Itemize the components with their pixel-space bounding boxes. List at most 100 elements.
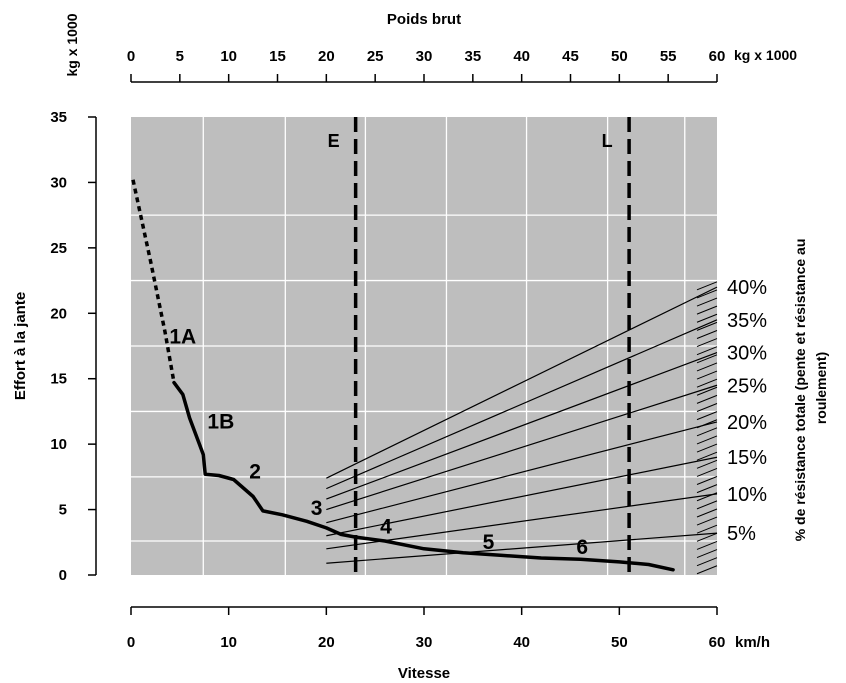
hatch-mark xyxy=(696,354,718,364)
top-tick-label: 10 xyxy=(220,48,237,65)
top-tick-label: 55 xyxy=(660,48,677,65)
bottom-tick-label: 50 xyxy=(611,634,628,651)
hatch-mark xyxy=(696,557,718,567)
hatch-mark xyxy=(696,281,718,291)
hatch-mark xyxy=(696,565,718,575)
bottom-tick-label: 20 xyxy=(318,634,335,651)
resistance-line xyxy=(326,319,718,490)
resistance-label: 5% xyxy=(727,523,756,545)
rimpull-curve xyxy=(131,179,675,572)
top-tick-label: 50 xyxy=(611,48,628,65)
left-tick-label: 15 xyxy=(50,371,67,388)
hatch-mark xyxy=(696,313,718,323)
bottom-tick-label: 0 xyxy=(127,634,135,651)
gear-label-2: 2 xyxy=(249,460,261,483)
resistance-label: 25% xyxy=(727,375,767,397)
hatch-mark xyxy=(696,394,718,404)
resistance-label: 15% xyxy=(727,447,767,469)
left-tick-label: 0 xyxy=(59,567,67,584)
bottom-tick-label: 40 xyxy=(513,634,530,651)
left-axis-unit: kg x 1000 xyxy=(64,13,80,76)
rimpull-curve-dashed xyxy=(131,179,176,383)
bottom-tick-label: 10 xyxy=(220,634,237,651)
top-tick-label: 30 xyxy=(416,48,433,65)
resistance-label: 20% xyxy=(727,412,767,434)
resistance-line xyxy=(326,351,718,500)
left-tick-label: 5 xyxy=(59,502,67,519)
hatch-mark xyxy=(696,427,718,437)
hatch-mark xyxy=(696,540,718,550)
resistance-line xyxy=(326,532,718,564)
hatch-mark xyxy=(696,451,718,461)
hatch-mark xyxy=(696,289,718,299)
left-tick-label: 30 xyxy=(50,174,67,191)
gear-label-3: 3 xyxy=(311,497,323,520)
top-tick-label: 15 xyxy=(269,48,286,65)
hatch-mark xyxy=(696,467,718,477)
hatch-mark xyxy=(696,459,718,469)
gear-label-4: 4 xyxy=(380,515,392,538)
resistance-line xyxy=(326,286,718,479)
left-tick-label: 25 xyxy=(50,240,67,257)
hatch-mark xyxy=(696,378,718,388)
gear-label-5: 5 xyxy=(483,531,495,554)
left-tick-label: 20 xyxy=(50,305,67,322)
top-tick-label: 60 xyxy=(709,48,726,65)
top-axis-unit: kg x 1000 xyxy=(734,47,797,63)
resistance-line xyxy=(326,421,718,524)
hatch-mark xyxy=(696,321,718,331)
resistance-line xyxy=(326,493,718,550)
left-tick-label: 35 xyxy=(50,109,67,126)
top-axis-title: Poids brut xyxy=(387,11,461,28)
top-tick-label: 20 xyxy=(318,48,335,65)
gear-label-1B: 1B xyxy=(207,411,234,434)
hatch-mark xyxy=(696,476,718,485)
resistance-label: 10% xyxy=(727,484,767,506)
hatch-mark xyxy=(696,346,718,356)
gear-label-1A: 1A xyxy=(169,326,196,349)
left-axis-title: Effort à la jante xyxy=(12,292,29,400)
marker-label-E: E xyxy=(328,131,340,151)
top-tick-label: 45 xyxy=(562,48,579,65)
bottom-tick-label: 30 xyxy=(416,634,433,651)
resistance-lines: 5% 10% 15% 20% 25% 30% 35% 40% xyxy=(326,277,767,564)
bottom-axis-title: Vitesse xyxy=(398,665,450,682)
gear-labels: 1A 1B 2 3 4 5 6 xyxy=(169,326,588,560)
hatch-mark xyxy=(696,338,718,348)
marker-label-L: L xyxy=(602,131,613,151)
resistance-label: 40% xyxy=(727,277,767,299)
hatch-mark xyxy=(696,549,718,559)
hatch-mark xyxy=(696,516,718,526)
left-axis-ticks: 0 5 10 15 20 25 30 35 xyxy=(50,109,96,584)
hatch-mark xyxy=(696,443,718,453)
hatch-mark xyxy=(696,435,718,445)
bottom-axis-ticks: 0 10 20 30 40 50 60 xyxy=(127,607,726,651)
hatch-mark xyxy=(696,330,718,339)
gear-label-6: 6 xyxy=(576,536,588,559)
top-tick-label: 25 xyxy=(367,48,384,65)
top-tick-label: 35 xyxy=(464,48,481,65)
left-tick-label: 10 xyxy=(50,436,67,453)
hatch-mark xyxy=(696,403,718,412)
hatch-mark xyxy=(696,370,718,380)
hatch-mark xyxy=(696,305,718,315)
resistance-label: 30% xyxy=(727,343,767,365)
top-axis-ticks: 0 5 10 15 20 25 30 35 40 45 50 55 60 xyxy=(127,48,726,82)
hatch-mark xyxy=(696,386,718,396)
hatch-mark xyxy=(696,297,718,307)
hatch-mark xyxy=(696,524,718,534)
right-axis-title: % de résistance totale (pente et résista… xyxy=(792,235,829,542)
hatch-mark xyxy=(696,508,718,518)
resistance-label: 35% xyxy=(727,310,767,332)
top-tick-label: 5 xyxy=(176,48,184,65)
hatch-mark xyxy=(696,532,718,542)
hatch-mark xyxy=(696,362,718,372)
hatch-mark xyxy=(696,411,718,421)
top-tick-label: 40 xyxy=(513,48,530,65)
hatch-mark xyxy=(696,500,718,510)
hatch-marks xyxy=(696,281,718,575)
bottom-tick-label: 60 xyxy=(709,634,726,651)
resistance-line xyxy=(326,384,718,511)
